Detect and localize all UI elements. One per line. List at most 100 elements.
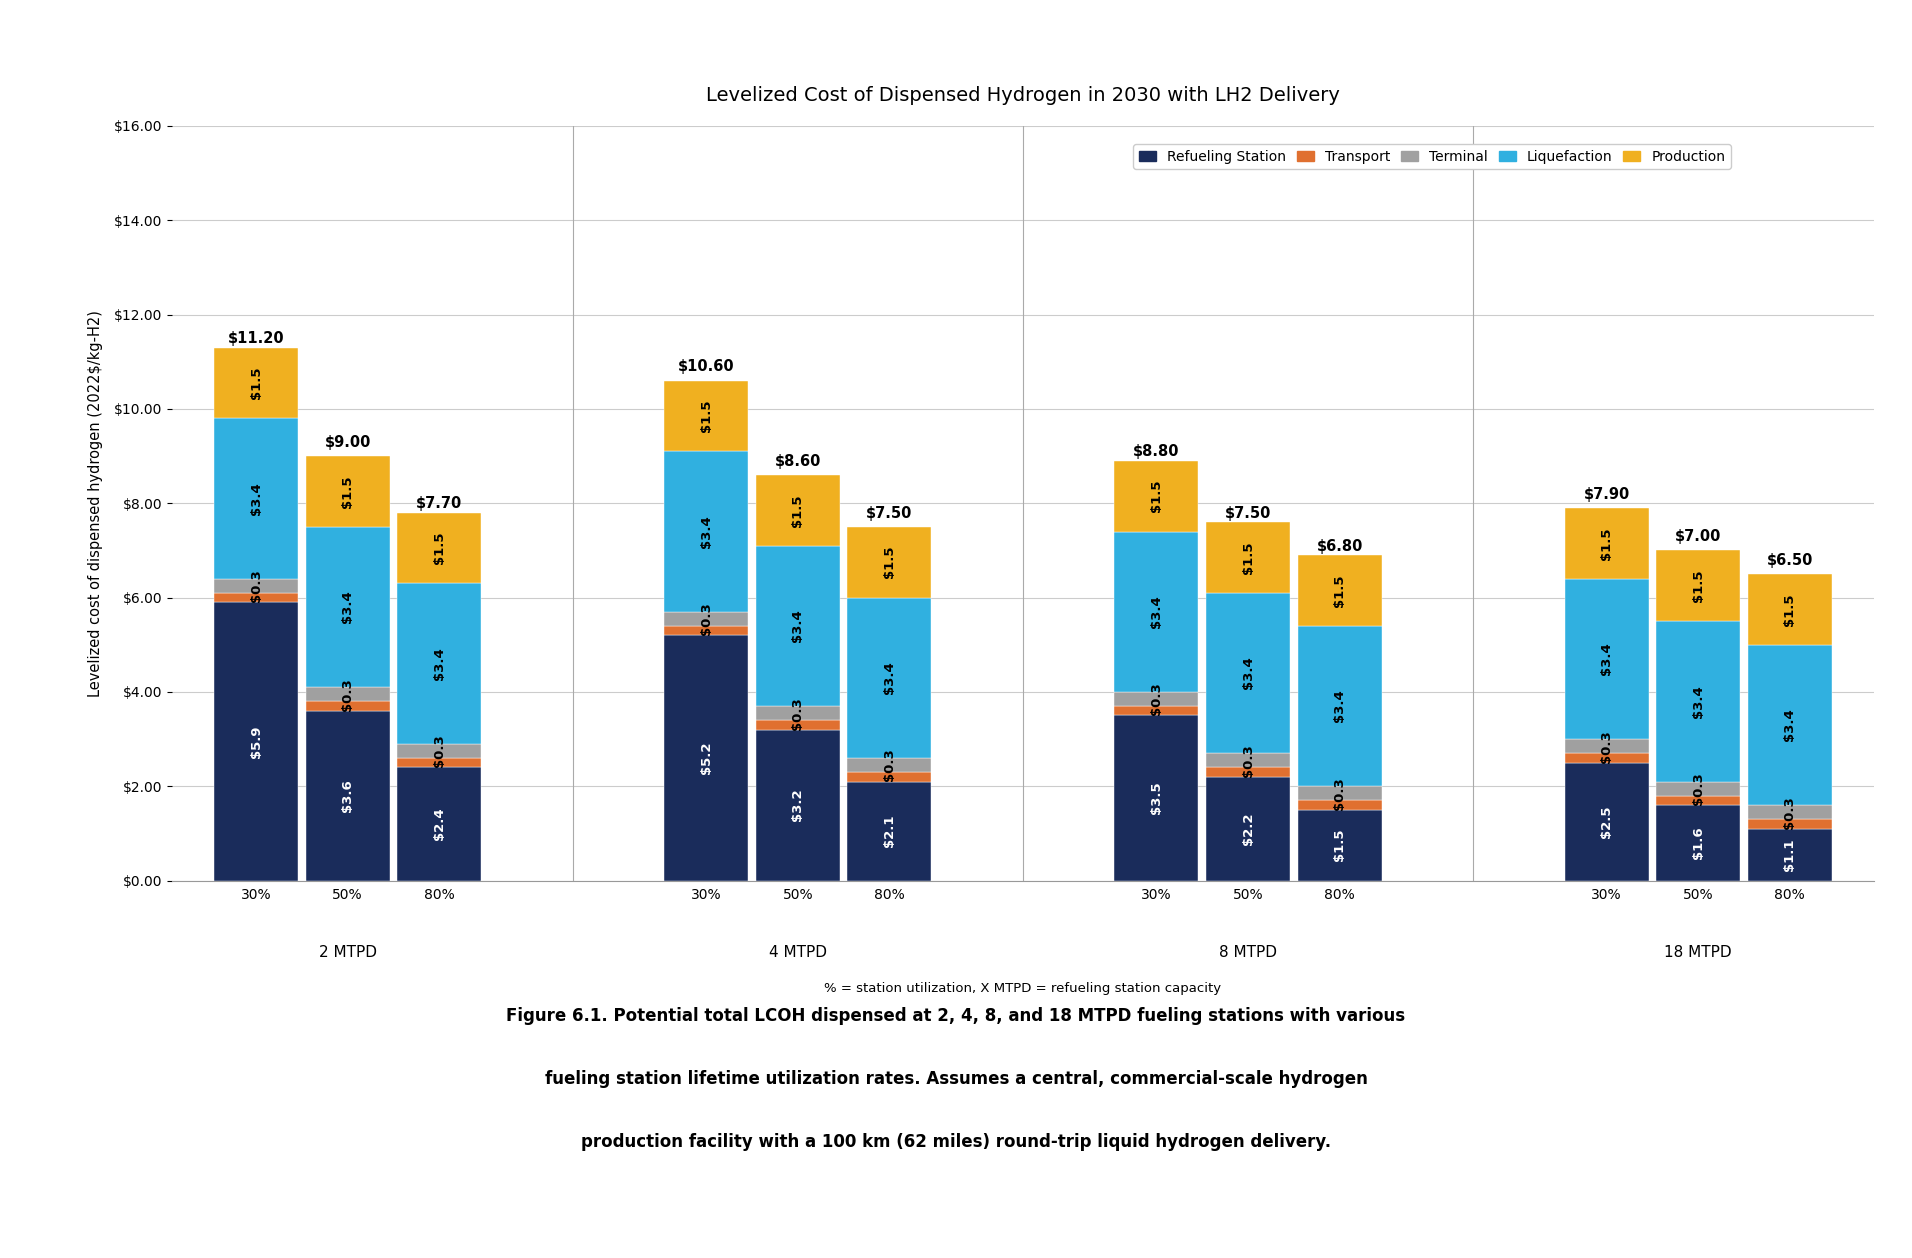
Bar xyxy=(755,474,839,546)
Text: $0.3: $0.3 xyxy=(792,697,805,730)
Text: $7.90: $7.90 xyxy=(1583,487,1629,502)
Bar xyxy=(1206,593,1291,754)
Text: $7.50: $7.50 xyxy=(866,506,912,521)
Bar xyxy=(1564,579,1648,740)
Bar xyxy=(306,457,390,527)
Bar xyxy=(1206,776,1291,881)
Bar xyxy=(398,513,482,584)
Text: $8.80: $8.80 xyxy=(1134,444,1180,459)
Text: $0.3: $0.3 xyxy=(1149,683,1162,716)
Text: $3.4: $3.4 xyxy=(250,482,262,515)
Text: production facility with a 100 km (62 miles) round-trip liquid hydrogen delivery: production facility with a 100 km (62 mi… xyxy=(581,1133,1331,1151)
Text: $1.5: $1.5 xyxy=(1241,541,1254,574)
Bar xyxy=(1115,460,1199,532)
Text: $1.5: $1.5 xyxy=(1692,570,1706,603)
Bar xyxy=(1656,805,1740,881)
Text: $3.4: $3.4 xyxy=(792,609,805,643)
Bar xyxy=(755,546,839,706)
Bar xyxy=(1656,795,1740,805)
Text: $1.5: $1.5 xyxy=(432,532,445,565)
Text: $3.4: $3.4 xyxy=(700,515,713,548)
Bar xyxy=(398,767,482,881)
Text: $2.2: $2.2 xyxy=(1241,813,1254,845)
Text: 18 MTPD: 18 MTPD xyxy=(1665,945,1732,960)
Text: $1.5: $1.5 xyxy=(1333,574,1346,606)
Bar xyxy=(214,593,298,603)
Text: $1.6: $1.6 xyxy=(1692,827,1706,859)
Bar xyxy=(1564,740,1648,754)
Text: $3.4: $3.4 xyxy=(1241,657,1254,689)
Text: $0.3: $0.3 xyxy=(1784,796,1795,829)
Text: $1.5: $1.5 xyxy=(1600,527,1614,560)
Text: $3.4: $3.4 xyxy=(1149,595,1162,628)
Text: $6.50: $6.50 xyxy=(1767,552,1813,567)
Text: $9.00: $9.00 xyxy=(325,435,371,450)
Bar xyxy=(663,635,748,881)
Text: $3.2: $3.2 xyxy=(792,789,805,821)
Bar xyxy=(1656,551,1740,621)
Bar xyxy=(663,452,748,611)
Text: $5.9: $5.9 xyxy=(250,725,262,757)
Text: $3.5: $3.5 xyxy=(1149,781,1162,814)
Text: $1.5: $1.5 xyxy=(1149,479,1162,512)
Legend: Refueling Station, Transport, Terminal, Liquefaction, Production: Refueling Station, Transport, Terminal, … xyxy=(1134,145,1730,169)
Text: $0.3: $0.3 xyxy=(883,749,897,781)
Bar xyxy=(1656,781,1740,796)
Text: $0.3: $0.3 xyxy=(1600,730,1614,762)
Bar xyxy=(1298,625,1382,786)
Bar xyxy=(847,781,931,881)
Text: $1.5: $1.5 xyxy=(340,476,354,508)
Bar xyxy=(306,702,390,711)
Bar xyxy=(755,706,839,720)
Text: $3.4: $3.4 xyxy=(340,590,354,624)
Bar xyxy=(1748,644,1832,805)
Title: Levelized Cost of Dispensed Hydrogen in 2030 with LH2 Delivery: Levelized Cost of Dispensed Hydrogen in … xyxy=(706,86,1340,104)
Bar xyxy=(398,743,482,757)
Text: $8.60: $8.60 xyxy=(774,454,820,469)
Bar xyxy=(214,347,298,418)
Bar xyxy=(1298,800,1382,810)
Bar xyxy=(1748,805,1832,819)
Bar xyxy=(1115,716,1199,881)
Text: $0.3: $0.3 xyxy=(340,678,354,711)
Bar xyxy=(214,603,298,881)
Text: $2.1: $2.1 xyxy=(883,815,897,848)
Text: $5.2: $5.2 xyxy=(700,742,713,774)
Bar xyxy=(1564,762,1648,881)
Bar xyxy=(847,598,931,757)
Text: $0.3: $0.3 xyxy=(1333,777,1346,810)
Bar xyxy=(847,757,931,772)
Bar xyxy=(306,711,390,881)
Bar xyxy=(1115,532,1199,692)
Text: $11.20: $11.20 xyxy=(228,331,285,346)
Bar xyxy=(214,418,298,579)
Text: $3.4: $3.4 xyxy=(883,662,897,694)
Text: $1.5: $1.5 xyxy=(1784,593,1795,625)
Bar xyxy=(1298,555,1382,625)
Bar xyxy=(847,772,931,781)
Bar xyxy=(1564,754,1648,762)
Bar xyxy=(1206,754,1291,767)
Text: $3.4: $3.4 xyxy=(1333,689,1346,722)
Text: $7.50: $7.50 xyxy=(1226,506,1271,521)
Text: $2.4: $2.4 xyxy=(432,808,445,840)
Bar xyxy=(1564,508,1648,579)
Text: 4 MTPD: 4 MTPD xyxy=(769,945,826,960)
Bar xyxy=(1206,522,1291,593)
Bar xyxy=(663,625,748,635)
Text: $3.4: $3.4 xyxy=(1600,643,1614,676)
Bar xyxy=(1298,810,1382,881)
Text: $10.60: $10.60 xyxy=(679,360,734,375)
Bar xyxy=(306,527,390,687)
Bar xyxy=(1206,767,1291,776)
Text: 2 MTPD: 2 MTPD xyxy=(319,945,377,960)
Bar xyxy=(663,611,748,625)
Text: $7.00: $7.00 xyxy=(1675,530,1721,545)
Text: $3.6: $3.6 xyxy=(340,779,354,813)
Bar xyxy=(1748,574,1832,645)
Text: $3.4: $3.4 xyxy=(432,647,445,681)
Text: $1.5: $1.5 xyxy=(792,494,805,527)
Bar xyxy=(214,579,298,593)
Text: $3.4: $3.4 xyxy=(1784,708,1795,741)
Text: $0.3: $0.3 xyxy=(250,570,262,603)
